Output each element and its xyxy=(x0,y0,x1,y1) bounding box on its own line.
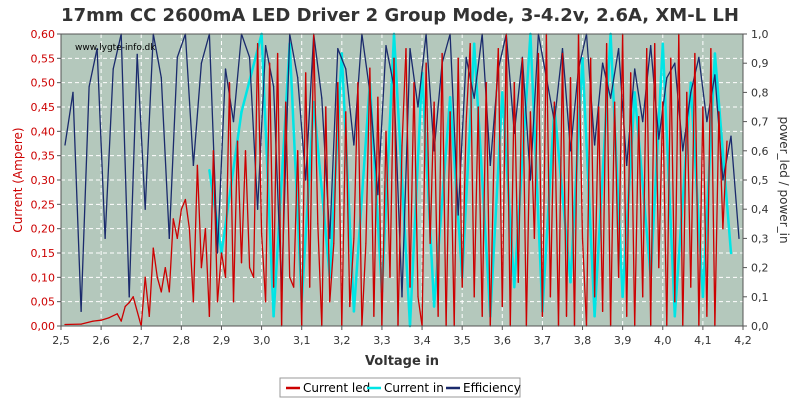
y-right-axis-title: power_led / power_in xyxy=(777,116,791,243)
y-left-tick-label: 0,60 xyxy=(31,28,56,41)
x-axis-title: Voltage in xyxy=(365,354,439,369)
y-left-tick-label: 0,45 xyxy=(31,101,56,114)
legend-label: Efficiency xyxy=(463,381,521,395)
legend-label: Current led xyxy=(303,381,370,395)
x-tick-label: 3,6 xyxy=(494,334,512,347)
legend: Current led Current in Efficiency xyxy=(286,381,521,395)
y-right-tick-label: 0,0 xyxy=(751,320,769,333)
x-tick-label: 3,8 xyxy=(574,334,592,347)
line-segment xyxy=(93,320,101,321)
y-left-tick-label: 0,50 xyxy=(31,77,56,90)
y-left-tick-label: 0,30 xyxy=(31,174,56,187)
y-left-tick-label: 0,15 xyxy=(31,247,56,260)
x-tick-label: 3,3 xyxy=(373,334,391,347)
y-right-tick-label: 0,7 xyxy=(751,116,769,129)
x-tick-label: 4,2 xyxy=(734,334,752,347)
y-left-tick-label: 0,20 xyxy=(31,223,56,236)
y-right-tick-label: 0,1 xyxy=(751,291,769,304)
legend-label: Current in xyxy=(384,381,444,395)
y-left-tick-label: 0,35 xyxy=(31,150,56,163)
y-right-tick-label: 0,6 xyxy=(751,145,769,158)
x-tick-label: 2,5 xyxy=(52,334,70,347)
y-left-axis-ticks: 0,00 0,05 0,10 0,15 0,20 0,25 0,30 0,35 0,40 0,45… xyxy=(31,28,62,333)
watermark: www.lygte-info.dk xyxy=(75,43,156,53)
x-tick-label: 3,1 xyxy=(293,334,311,347)
x-axis-ticks: 2,5 2,6 2,7 2,8 2,9 3,0 3,1 3,2 3,3 3,4 3,5 3,6 3,7 3… xyxy=(52,326,752,347)
y-left-tick-label: 0,40 xyxy=(31,125,56,138)
y-left-tick-label: 0,05 xyxy=(31,296,56,309)
y-left-axis-title: Current (Ampere) xyxy=(11,127,25,232)
y-right-axis-ticks: 0,0 0,1 0,2 0,3 0,4 0,5 0,6 0,7 0,8 0,9 1,0 xyxy=(743,28,769,333)
x-tick-label: 3,4 xyxy=(413,334,431,347)
y-right-tick-label: 0,2 xyxy=(751,262,769,275)
y-left-tick-label: 0,55 xyxy=(31,52,56,65)
x-tick-label: 2,7 xyxy=(132,334,150,347)
x-tick-label: 2,8 xyxy=(173,334,191,347)
y-left-tick-label: 0,10 xyxy=(31,271,56,284)
chart-title: 17mm CC 2600mA LED Driver 2 Group Mode, … xyxy=(61,5,739,26)
x-tick-label: 3,5 xyxy=(453,334,471,347)
y-right-tick-label: 0,9 xyxy=(751,57,769,70)
x-tick-label: 2,6 xyxy=(92,334,110,347)
y-left-tick-label: 0,25 xyxy=(31,198,56,211)
x-tick-label: 4,0 xyxy=(654,334,672,347)
x-tick-label: 3,9 xyxy=(614,334,632,347)
x-tick-label: 2,9 xyxy=(213,334,231,347)
x-tick-label: 3,0 xyxy=(253,334,271,347)
x-tick-label: 3,7 xyxy=(534,334,552,347)
y-right-tick-label: 0,5 xyxy=(751,174,769,187)
y-right-tick-label: 1,0 xyxy=(751,28,769,41)
y-right-tick-label: 0,8 xyxy=(751,86,769,99)
x-tick-label: 4,1 xyxy=(694,334,712,347)
y-left-tick-label: 0,00 xyxy=(31,320,56,333)
x-tick-label: 3,2 xyxy=(333,334,351,347)
y-right-tick-label: 0,3 xyxy=(751,232,769,245)
y-right-tick-label: 0,4 xyxy=(751,203,769,216)
